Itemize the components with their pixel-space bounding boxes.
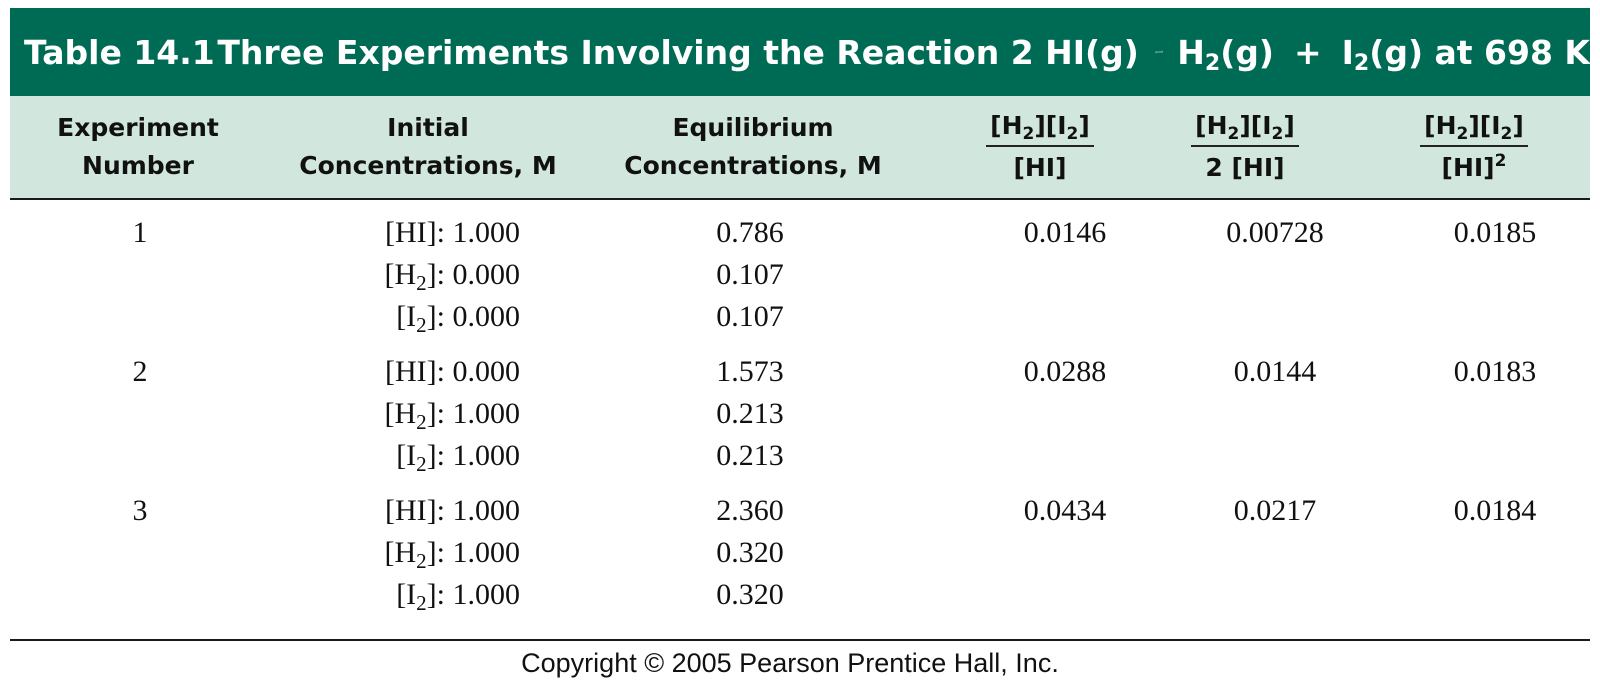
initial-concentration: [I2]: 0.000 [396, 300, 520, 337]
copyright-notice: Copyright © 2005 Pearson Prentice Hall, … [521, 648, 1059, 678]
header-ratio-1: [H2][I2] [HI] [980, 96, 1100, 198]
plus-sign: + [1293, 32, 1322, 72]
ratio-3-value: 0.0185 [1453, 216, 1537, 249]
initial-concentration: [HI]: 0.000 [385, 355, 520, 388]
ratio-2-value: 0.0217 [1233, 494, 1317, 527]
equilibrium-concentration: 1.573 [716, 355, 784, 388]
header-ratio-3: [H2][I2] [HI]2 [1414, 96, 1534, 198]
ratio-2-value: 0.00728 [1226, 216, 1324, 249]
header-initial-concentrations: Initial Concentrations, M [299, 113, 557, 180]
equilibrium-concentration: 0.320 [716, 536, 784, 569]
ratio-1-value: 0.0146 [1023, 216, 1107, 249]
equilibrium-concentration: 2.360 [716, 494, 784, 527]
header-ratio-2: [H2][I2] 2 [HI] [1185, 96, 1305, 198]
experiment-number: 2 [132, 355, 148, 388]
equilibrium-arrows-icon [1155, 50, 1164, 54]
initial-concentration: [H2]: 0.000 [384, 258, 520, 295]
equilibrium-concentration: 0.213 [716, 397, 784, 430]
equilibrium-concentration: 0.786 [716, 216, 784, 249]
table-label: Table 14.1 [24, 32, 215, 72]
equilibrium-concentration: 0.107 [716, 300, 784, 333]
ratio-1-value: 0.0434 [1023, 494, 1107, 527]
ratio-3-value: 0.0184 [1453, 494, 1537, 527]
initial-concentration: [HI]: 1.000 [385, 494, 520, 527]
table-bottom-rule [10, 639, 1590, 641]
table-title-bar: Table 14.1 Three Experiments Involving t… [10, 8, 1590, 96]
equilibrium-concentration: 0.320 [716, 578, 784, 611]
ratio-1-value: 0.0288 [1023, 355, 1107, 388]
equilibrium-concentration: 0.107 [716, 258, 784, 291]
initial-concentration: [I2]: 1.000 [396, 439, 520, 476]
experiment-number: 1 [132, 216, 148, 249]
experiment-number: 3 [132, 494, 148, 527]
initial-concentration: [I2]: 1.000 [396, 578, 520, 615]
initial-concentration: [HI]: 1.000 [385, 216, 520, 249]
ratio-2-value: 0.0144 [1233, 355, 1317, 388]
initial-concentration: [H2]: 1.000 [384, 397, 520, 434]
initial-concentration: [H2]: 1.000 [384, 536, 520, 573]
header-equilibrium-concentrations: Equilibrium Concentrations, M [624, 113, 882, 180]
product-i2: I2(g) at 698 K [1341, 32, 1590, 76]
ratio-3-value: 0.0183 [1453, 355, 1537, 388]
header-experiment-number: Experiment Number [57, 113, 219, 180]
table-header-row: Experiment Number Initial Concentrations… [10, 96, 1590, 200]
product-h2: H2(g) [1177, 32, 1274, 76]
table-title: Three Experiments Involving the Reaction… [217, 32, 1139, 72]
equilibrium-concentration: 0.213 [716, 439, 784, 472]
